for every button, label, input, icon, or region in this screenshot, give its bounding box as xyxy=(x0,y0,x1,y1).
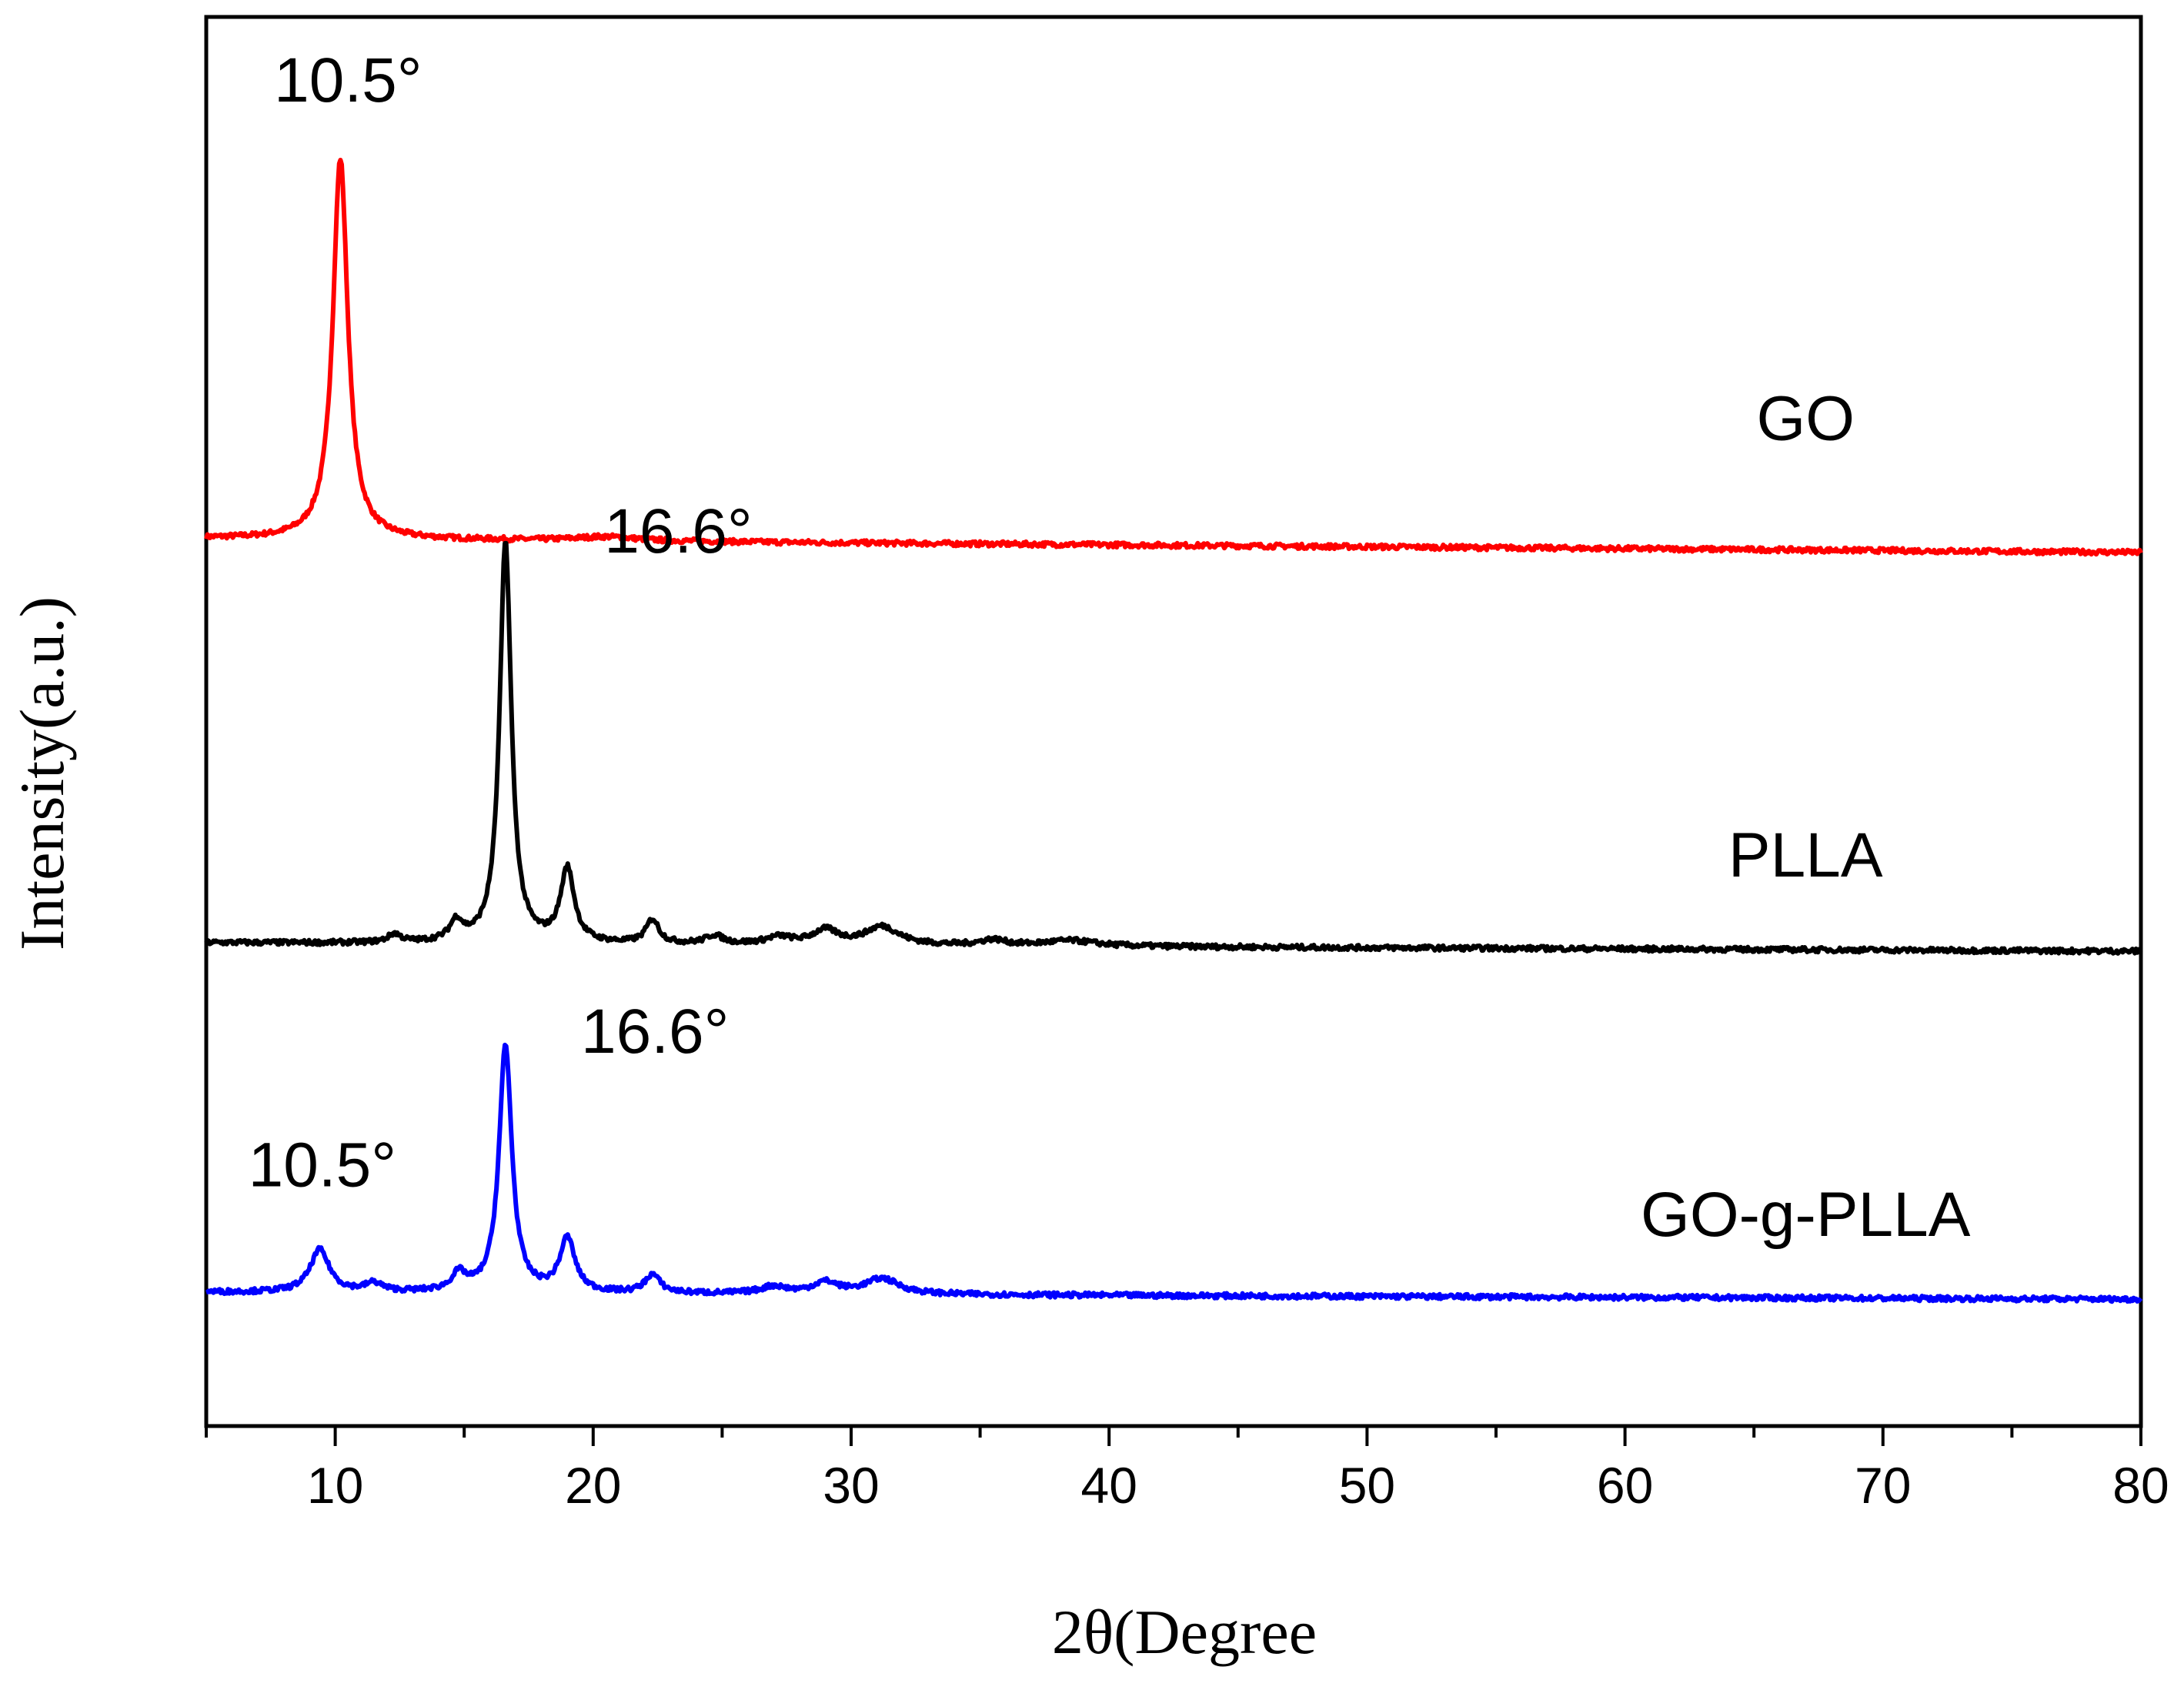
x-tick-label: 40 xyxy=(1080,1457,1137,1514)
series-line-go-g-plla xyxy=(205,1042,2143,1304)
plot-frame xyxy=(204,15,2143,1428)
peak-annotations: 10.5° 16.6° 16.6° 10.5° xyxy=(249,45,753,1201)
series-label: PLLA xyxy=(1728,820,1883,890)
peak-annotation: 16.6° xyxy=(604,496,752,566)
series-label: GO xyxy=(1756,383,1855,453)
plot-border xyxy=(204,15,2143,1428)
x-axis-title: 2θ(Degree xyxy=(1052,1597,1317,1667)
peak-annotation: 10.5° xyxy=(249,1131,396,1201)
series-line-plla xyxy=(204,540,2143,956)
x-tick-label: 20 xyxy=(565,1457,621,1514)
x-tick-label: 10 xyxy=(307,1457,363,1514)
x-tick-label: 80 xyxy=(2112,1457,2169,1514)
series-label: GO-g-PLLA xyxy=(1641,1180,1971,1250)
series-labels: GO PLLA GO-g-PLLA xyxy=(1641,383,1971,1250)
x-axis-tick-labels: 10 20 30 40 50 60 70 80 xyxy=(307,1457,2169,1514)
x-tick-label: 50 xyxy=(1339,1457,1395,1514)
x-tick-label: 30 xyxy=(823,1457,879,1514)
series-lines xyxy=(204,158,2143,1304)
peak-annotation: 16.6° xyxy=(581,997,729,1067)
x-axis-ticks xyxy=(205,1426,2142,1446)
x-tick-label: 70 xyxy=(1855,1457,1911,1514)
x-tick-label: 60 xyxy=(1597,1457,1653,1514)
series-line-go xyxy=(204,158,2143,557)
y-axis-title: Intensity(a.u.) xyxy=(7,596,77,950)
peak-annotation: 10.5° xyxy=(274,45,422,115)
